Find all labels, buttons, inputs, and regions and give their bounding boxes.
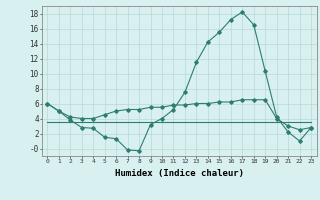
X-axis label: Humidex (Indice chaleur): Humidex (Indice chaleur) [115,169,244,178]
